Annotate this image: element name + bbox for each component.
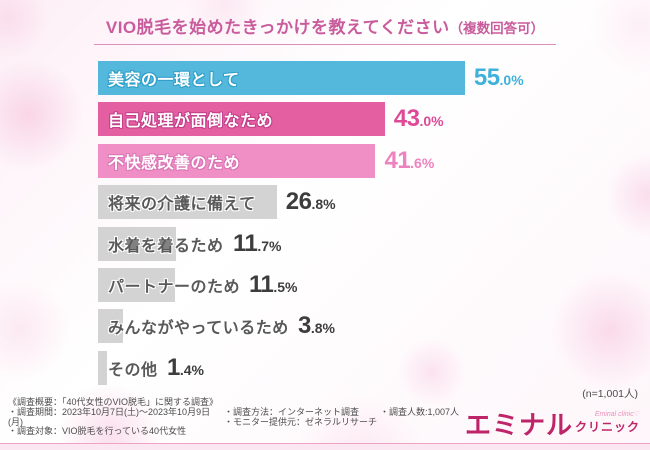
footer-period: ・調査期間：2023年10月7日(土)～2023年10月9日(月)	[8, 406, 211, 427]
bar-value: 26.8%	[286, 188, 336, 216]
logo-right-block: Eminal clinic♡ クリニック	[574, 411, 640, 436]
bar	[98, 309, 124, 344]
bar-label: パートナーのため	[108, 278, 241, 296]
logo-script-text: Eminal clinic♡	[594, 411, 640, 418]
bar-value: 43.0%	[394, 105, 444, 133]
bar-label: 美容の一環として	[108, 72, 240, 89]
footer-respondents: ・調査人数:1,007人	[380, 406, 460, 417]
bar-row: その他 1.4%	[98, 350, 643, 385]
bar-chart: 美容の一環として 55.0% 自己処理が面倒なため 43.0% 不快感改善のため 41.6…	[98, 61, 643, 392]
bar-value-int: 3	[298, 312, 311, 340]
bar-row: みんながやっているため 3.8%	[98, 309, 643, 344]
bar-value: 41.6%	[384, 147, 434, 175]
bar-label: その他	[108, 361, 158, 379]
bar	[98, 267, 175, 302]
bar	[98, 102, 385, 137]
bar	[98, 350, 108, 385]
logo-main-text: エミナル	[464, 410, 573, 440]
title-text: VIO脱毛を始めたきっかけを教えてください	[105, 18, 450, 37]
bar-label: みんながやっているため	[108, 320, 289, 338]
bar-row: 不快感改善のため 41.6%	[98, 143, 643, 178]
bar-value-frac: .8%	[310, 320, 335, 337]
footer-column-1: 《調査概要：「40代女性のVIO脱毛」に関する調査》 ・調査期間：2023年10…	[8, 397, 224, 437]
bar-value: 3.8%	[298, 312, 335, 340]
title-note: （複数回答可）	[449, 21, 545, 36]
bar-value: 1.4%	[167, 354, 204, 382]
bar-value-int: 43	[393, 105, 420, 133]
bar-label: 将来の介護に備えて	[108, 196, 256, 214]
bar-label: 自己処理が面倒なため	[108, 113, 274, 131]
sample-size-note: (n=1,001人)	[582, 388, 638, 400]
survey-footer: 《調査概要：「40代女性のVIO脱毛」に関する調査》 ・調査期間：2023年10…	[8, 397, 480, 437]
bar	[98, 143, 376, 178]
bar-value: 11.5%	[249, 271, 298, 299]
title-underline: VIO脱毛を始めたきっかけを教えてください（複数回答可）	[93, 13, 557, 45]
footer-overview: 《調査概要：「40代女性のVIO脱毛」に関する調査》	[8, 397, 219, 408]
bar-value-frac: .4%	[179, 361, 204, 378]
bar-value: 11.7%	[233, 230, 282, 258]
bar-value-frac: .5%	[273, 278, 298, 295]
footer-method: ・調査方法：インターネット調査	[224, 406, 360, 417]
footer-monitor: ・モニター提供元：ゼネラルリサーチ	[224, 416, 378, 427]
bar	[98, 185, 277, 220]
footer-column-2: ・調査方法：インターネット調査 ・モニター提供元：ゼネラルリサーチ	[224, 398, 380, 437]
footer-column-3: ・調査人数:1,007人	[380, 398, 480, 437]
bar-label: 不快感改善のため	[108, 154, 241, 172]
bar-value-int: 41	[384, 146, 411, 174]
bar-value-int: 26	[285, 188, 312, 216]
bar-row: 自己処理が面倒なため 43.0%	[98, 102, 643, 137]
bar-value-int: 1	[167, 353, 180, 381]
footer-target: ・調査対象：VIO脱毛を行っている40代女性	[8, 426, 187, 437]
logo-sub-text: クリニック	[574, 420, 640, 434]
bar-value-frac: .0%	[419, 113, 444, 130]
bottom-divider	[0, 443, 650, 450]
bar-row: 美容の一環として 55.0%	[98, 61, 643, 95]
clinic-logo: エミナル Eminal clinic♡ クリニック	[464, 410, 640, 440]
bar	[98, 226, 177, 261]
bar-row: 将来の介護に備えて 26.8%	[98, 185, 643, 220]
bar-value-frac: .7%	[257, 237, 282, 254]
bar-row: パートナーのため 11.5%	[98, 267, 643, 302]
bar-value-int: 55	[473, 64, 500, 91]
bar-value-int: 11	[233, 229, 258, 257]
bar-value-frac: .6%	[410, 154, 435, 171]
bar-row: 水着を着るため 11.7%	[98, 226, 643, 261]
bar-value-frac: .0%	[499, 72, 524, 88]
page-title: VIO脱毛を始めたきっかけを教えてください（複数回答可）	[0, 13, 650, 45]
bar	[98, 61, 465, 95]
bar-value: 55.0%	[474, 64, 524, 92]
bar-value-int: 11	[249, 270, 274, 298]
bar-value-frac: .8%	[311, 196, 336, 213]
bar-label: 水着を着るため	[108, 237, 224, 255]
